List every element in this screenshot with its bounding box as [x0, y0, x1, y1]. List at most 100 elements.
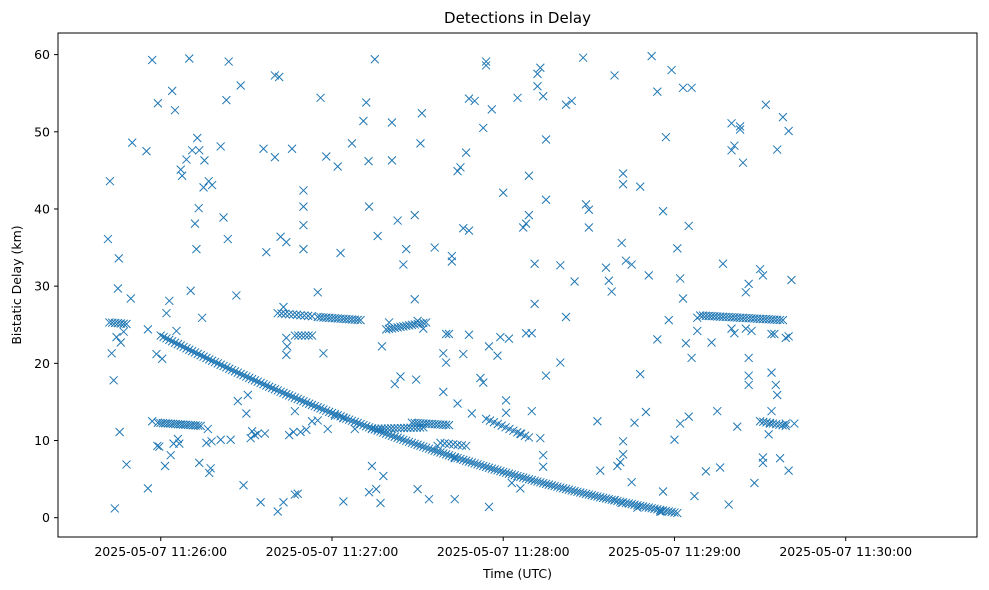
data-point: [282, 342, 292, 351]
data-point: [313, 402, 323, 412]
data-point: [555, 483, 565, 492]
data-point: [371, 484, 381, 494]
data-point: [430, 446, 440, 455]
data-point: [727, 324, 736, 333]
data-point: [441, 420, 451, 430]
data-point: [119, 319, 128, 329]
data-point: [650, 504, 659, 514]
data-point: [387, 155, 397, 165]
data-point: [501, 396, 511, 405]
data-point: [347, 139, 357, 148]
data-point: [567, 486, 577, 495]
data-point: [411, 375, 421, 384]
data-point: [323, 424, 333, 434]
data-point: [524, 210, 534, 220]
data-point: [496, 466, 505, 476]
data-point: [274, 72, 284, 82]
data-point: [758, 458, 768, 468]
data-point: [197, 313, 207, 323]
data-point: [553, 482, 562, 492]
data-point: [498, 467, 508, 477]
data-point: [732, 422, 742, 431]
data-point: [170, 338, 180, 348]
data-point: [658, 206, 668, 216]
x-axis-label: Time (UTC): [482, 566, 552, 581]
data-point: [524, 433, 534, 442]
data-point: [667, 65, 676, 75]
data-point: [284, 390, 294, 400]
data-point: [433, 441, 442, 451]
data-point: [321, 152, 331, 161]
y-axis: 0 10 20 30 40 50 60: [34, 47, 58, 525]
data-point: [356, 315, 365, 325]
data-point: [247, 374, 257, 384]
data-point: [193, 421, 203, 431]
data-point: [561, 312, 571, 322]
data-point: [359, 116, 368, 126]
data-point: [287, 392, 297, 401]
y-tick-label: 0: [42, 510, 50, 525]
data-point: [152, 349, 161, 359]
data-point: [288, 310, 298, 319]
data-point: [239, 480, 248, 490]
data-point: [194, 203, 204, 213]
data-point: [590, 491, 599, 501]
data-point: [273, 386, 283, 395]
data-point: [115, 427, 125, 437]
data-point: [438, 449, 448, 458]
data-point: [464, 457, 474, 467]
data-point: [587, 490, 597, 500]
data-point: [410, 439, 420, 449]
data-point: [617, 238, 627, 248]
data-point: [516, 484, 525, 493]
data-point: [490, 465, 500, 474]
data-point: [481, 57, 491, 66]
data-point: [281, 350, 291, 360]
data-point: [194, 145, 204, 155]
data-point: [772, 145, 782, 154]
data-point: [464, 330, 474, 340]
data-point: [321, 406, 331, 416]
data-point: [307, 331, 317, 340]
data-point: [530, 476, 539, 486]
data-point: [316, 93, 325, 103]
data-point: [771, 380, 781, 390]
data-point: [535, 433, 545, 443]
y-tick-label: 50: [34, 124, 50, 139]
data-point: [573, 487, 582, 497]
data-point: [510, 470, 519, 480]
data-point: [264, 382, 274, 392]
data-point: [300, 331, 310, 340]
data-point: [246, 433, 256, 443]
data-point: [116, 338, 126, 347]
data-point: [173, 339, 183, 349]
data-point: [154, 442, 164, 452]
data-point: [187, 346, 197, 356]
data-point: [678, 294, 688, 303]
data-point: [296, 427, 305, 437]
data-point: [401, 436, 411, 446]
data-point: [103, 234, 113, 244]
plot-frame: [57, 32, 978, 538]
data-point: [584, 223, 594, 232]
data-point: [593, 416, 602, 426]
data-point: [410, 294, 420, 304]
data-point: [533, 81, 542, 91]
data-point: [216, 435, 226, 445]
data-point: [541, 195, 551, 205]
data-point: [232, 291, 241, 300]
data-point: [544, 480, 554, 489]
data-point: [718, 259, 728, 269]
data-point: [561, 100, 571, 110]
data-point: [207, 356, 217, 366]
data-point: [301, 398, 311, 407]
data-point: [157, 354, 167, 364]
data-point: [173, 434, 183, 444]
data-point: [478, 461, 488, 471]
data-point: [341, 414, 351, 423]
data-point: [261, 247, 271, 257]
data-point: [297, 331, 307, 340]
data-point: [203, 424, 213, 434]
data-point: [122, 460, 131, 469]
